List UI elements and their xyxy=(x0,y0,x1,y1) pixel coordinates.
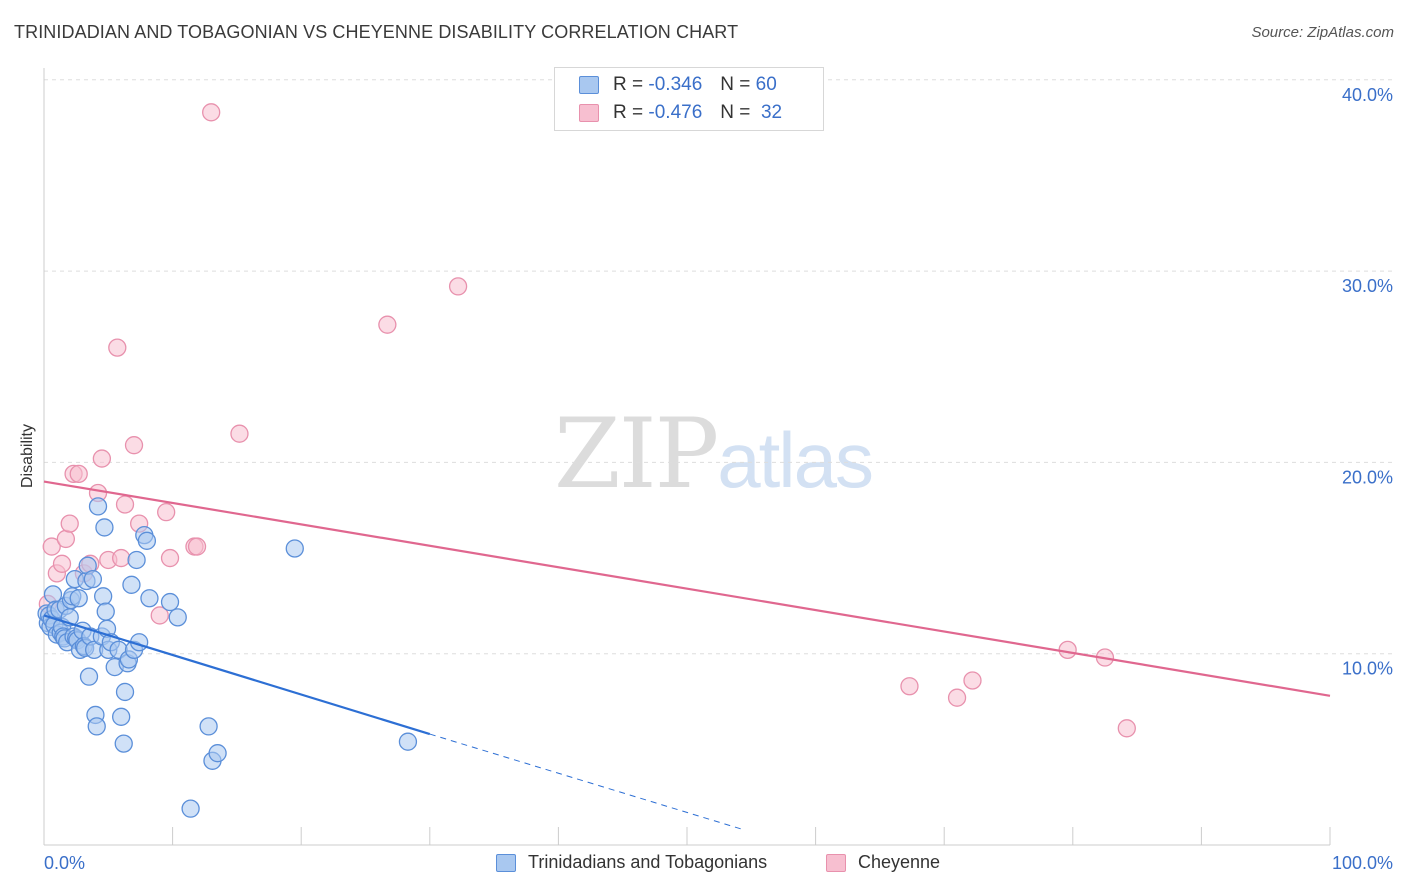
legend-swatch-pink xyxy=(579,104,599,122)
trend-lines xyxy=(43,480,1331,831)
cheyenne-point-26 xyxy=(448,277,468,296)
trinidadian-point-36 xyxy=(88,497,108,516)
trinidadian-point-30 xyxy=(79,667,99,686)
trinidadian-point-59 xyxy=(168,608,187,627)
cheyenne-point-29 xyxy=(963,671,982,690)
cheyenne-points xyxy=(38,103,1136,738)
watermark-zip: ZIP xyxy=(554,398,719,510)
trinidadian-point-23 xyxy=(69,589,88,608)
trinidadian-trendline-extension xyxy=(429,733,744,831)
trinidadian-point-46 xyxy=(112,707,131,726)
trinidadian-trendline xyxy=(43,614,431,736)
y-tick-label-10: 10.0% xyxy=(1342,659,1393,679)
cheyenne-point-23 xyxy=(202,103,221,122)
cheyenne-point-16 xyxy=(124,436,144,455)
y-axis-label: Disability xyxy=(19,423,36,489)
legend-row-cheyenne: R = -0.476 N = 32 xyxy=(579,100,782,126)
cheyenne-point-11 xyxy=(92,449,112,468)
grid-lines xyxy=(44,79,1393,655)
watermark-atlas: atlas xyxy=(717,416,874,504)
cheyenne-point-20 xyxy=(160,548,180,568)
trinidadian-point-53 xyxy=(127,550,146,570)
cheyenne-point-30 xyxy=(1058,640,1077,660)
bottom-legend-label: Trinidadians and Tobagonians xyxy=(528,852,768,872)
cheyenne-point-25 xyxy=(378,315,397,334)
legend-r-value: -0.346 xyxy=(648,74,703,95)
trinidadian-point-35 xyxy=(87,717,106,736)
trinidadian-point-57 xyxy=(140,589,159,608)
y-tick-labels: 10.0% 20.0% 30.0% 40.0% xyxy=(1342,85,1393,679)
cheyenne-point-7 xyxy=(69,464,88,484)
trinidadian-point-40 xyxy=(96,602,115,621)
cheyenne-point-27 xyxy=(900,677,919,696)
cheyenne-point-13 xyxy=(108,338,127,357)
legend-row-trinidadian: R = -0.346 N = 60 xyxy=(579,72,777,98)
cheyenne-point-4 xyxy=(56,529,76,549)
bottom-legend-cheyenne: Cheyenne xyxy=(826,852,940,873)
cheyenne-point-32 xyxy=(1117,719,1136,738)
trinidadian-point-32 xyxy=(83,569,103,589)
cheyenne-trendline xyxy=(43,480,1331,697)
y-tick-label-20: 20.0% xyxy=(1342,467,1393,487)
legend-n-value: 32 xyxy=(760,102,783,123)
cheyenne-point-28 xyxy=(947,688,967,707)
legend-n-label: N = xyxy=(720,102,751,123)
cheyenne-point-24 xyxy=(230,424,249,443)
y-tick-label-40: 40.0% xyxy=(1342,85,1393,105)
cheyenne-point-22 xyxy=(187,537,207,556)
trinidadian-point-47 xyxy=(114,734,133,753)
watermark: ZIPatlas xyxy=(554,398,874,510)
source-credit: Source: ZipAtlas.com xyxy=(1251,24,1394,41)
trinidadian-point-39 xyxy=(95,518,114,537)
trinidadian-point-51 xyxy=(122,575,141,594)
bottom-legend-swatch-blue xyxy=(496,853,516,872)
x-tick-label-0: 0.0% xyxy=(44,853,85,873)
legend-r-label: R = xyxy=(613,102,644,123)
trinidadian-points xyxy=(37,497,418,818)
trinidadian-point-60 xyxy=(181,799,200,818)
cheyenne-point-18 xyxy=(150,606,169,625)
trinidadian-point-64 xyxy=(285,539,304,558)
cheyenne-point-14 xyxy=(112,548,131,568)
chart-title: TRINIDADIAN AND TOBAGONIAN VS CHEYENNE D… xyxy=(14,22,739,42)
trinidadian-point-48 xyxy=(115,682,135,702)
trinidadian-point-65 xyxy=(398,732,418,751)
bottom-legend-label: Cheyenne xyxy=(858,852,941,872)
cheyenne-point-3 xyxy=(52,554,72,573)
cheyenne-point-5 xyxy=(60,514,79,533)
bottom-legend-trinidadian: Trinidadians and Tobagonians xyxy=(496,852,767,873)
x-tick-label-100: 100.0% xyxy=(1332,853,1393,873)
legend-r-label: R = xyxy=(613,74,644,95)
bottom-legend-swatch-pink xyxy=(826,853,846,872)
trinidadian-point-56 xyxy=(137,531,157,550)
trinidadian-point-38 xyxy=(94,587,113,606)
cheyenne-point-1 xyxy=(42,537,61,556)
cheyenne-point-15 xyxy=(115,495,135,514)
x-ticks xyxy=(43,827,1331,845)
legend-n-value: 60 xyxy=(755,74,777,95)
trinidadian-point-58 xyxy=(160,592,180,612)
trinidadian-point-63 xyxy=(208,744,227,763)
legend-n-label: N = xyxy=(720,74,751,95)
trinidadian-point-61 xyxy=(199,717,218,736)
cheyenne-point-19 xyxy=(157,502,176,522)
y-tick-label-30: 30.0% xyxy=(1342,276,1393,296)
legend-r-value: -0.476 xyxy=(648,102,703,123)
correlation-legend: R = -0.346 N = 60 R = -0.476 N = 32 xyxy=(554,67,824,131)
legend-swatch-blue xyxy=(579,76,599,94)
